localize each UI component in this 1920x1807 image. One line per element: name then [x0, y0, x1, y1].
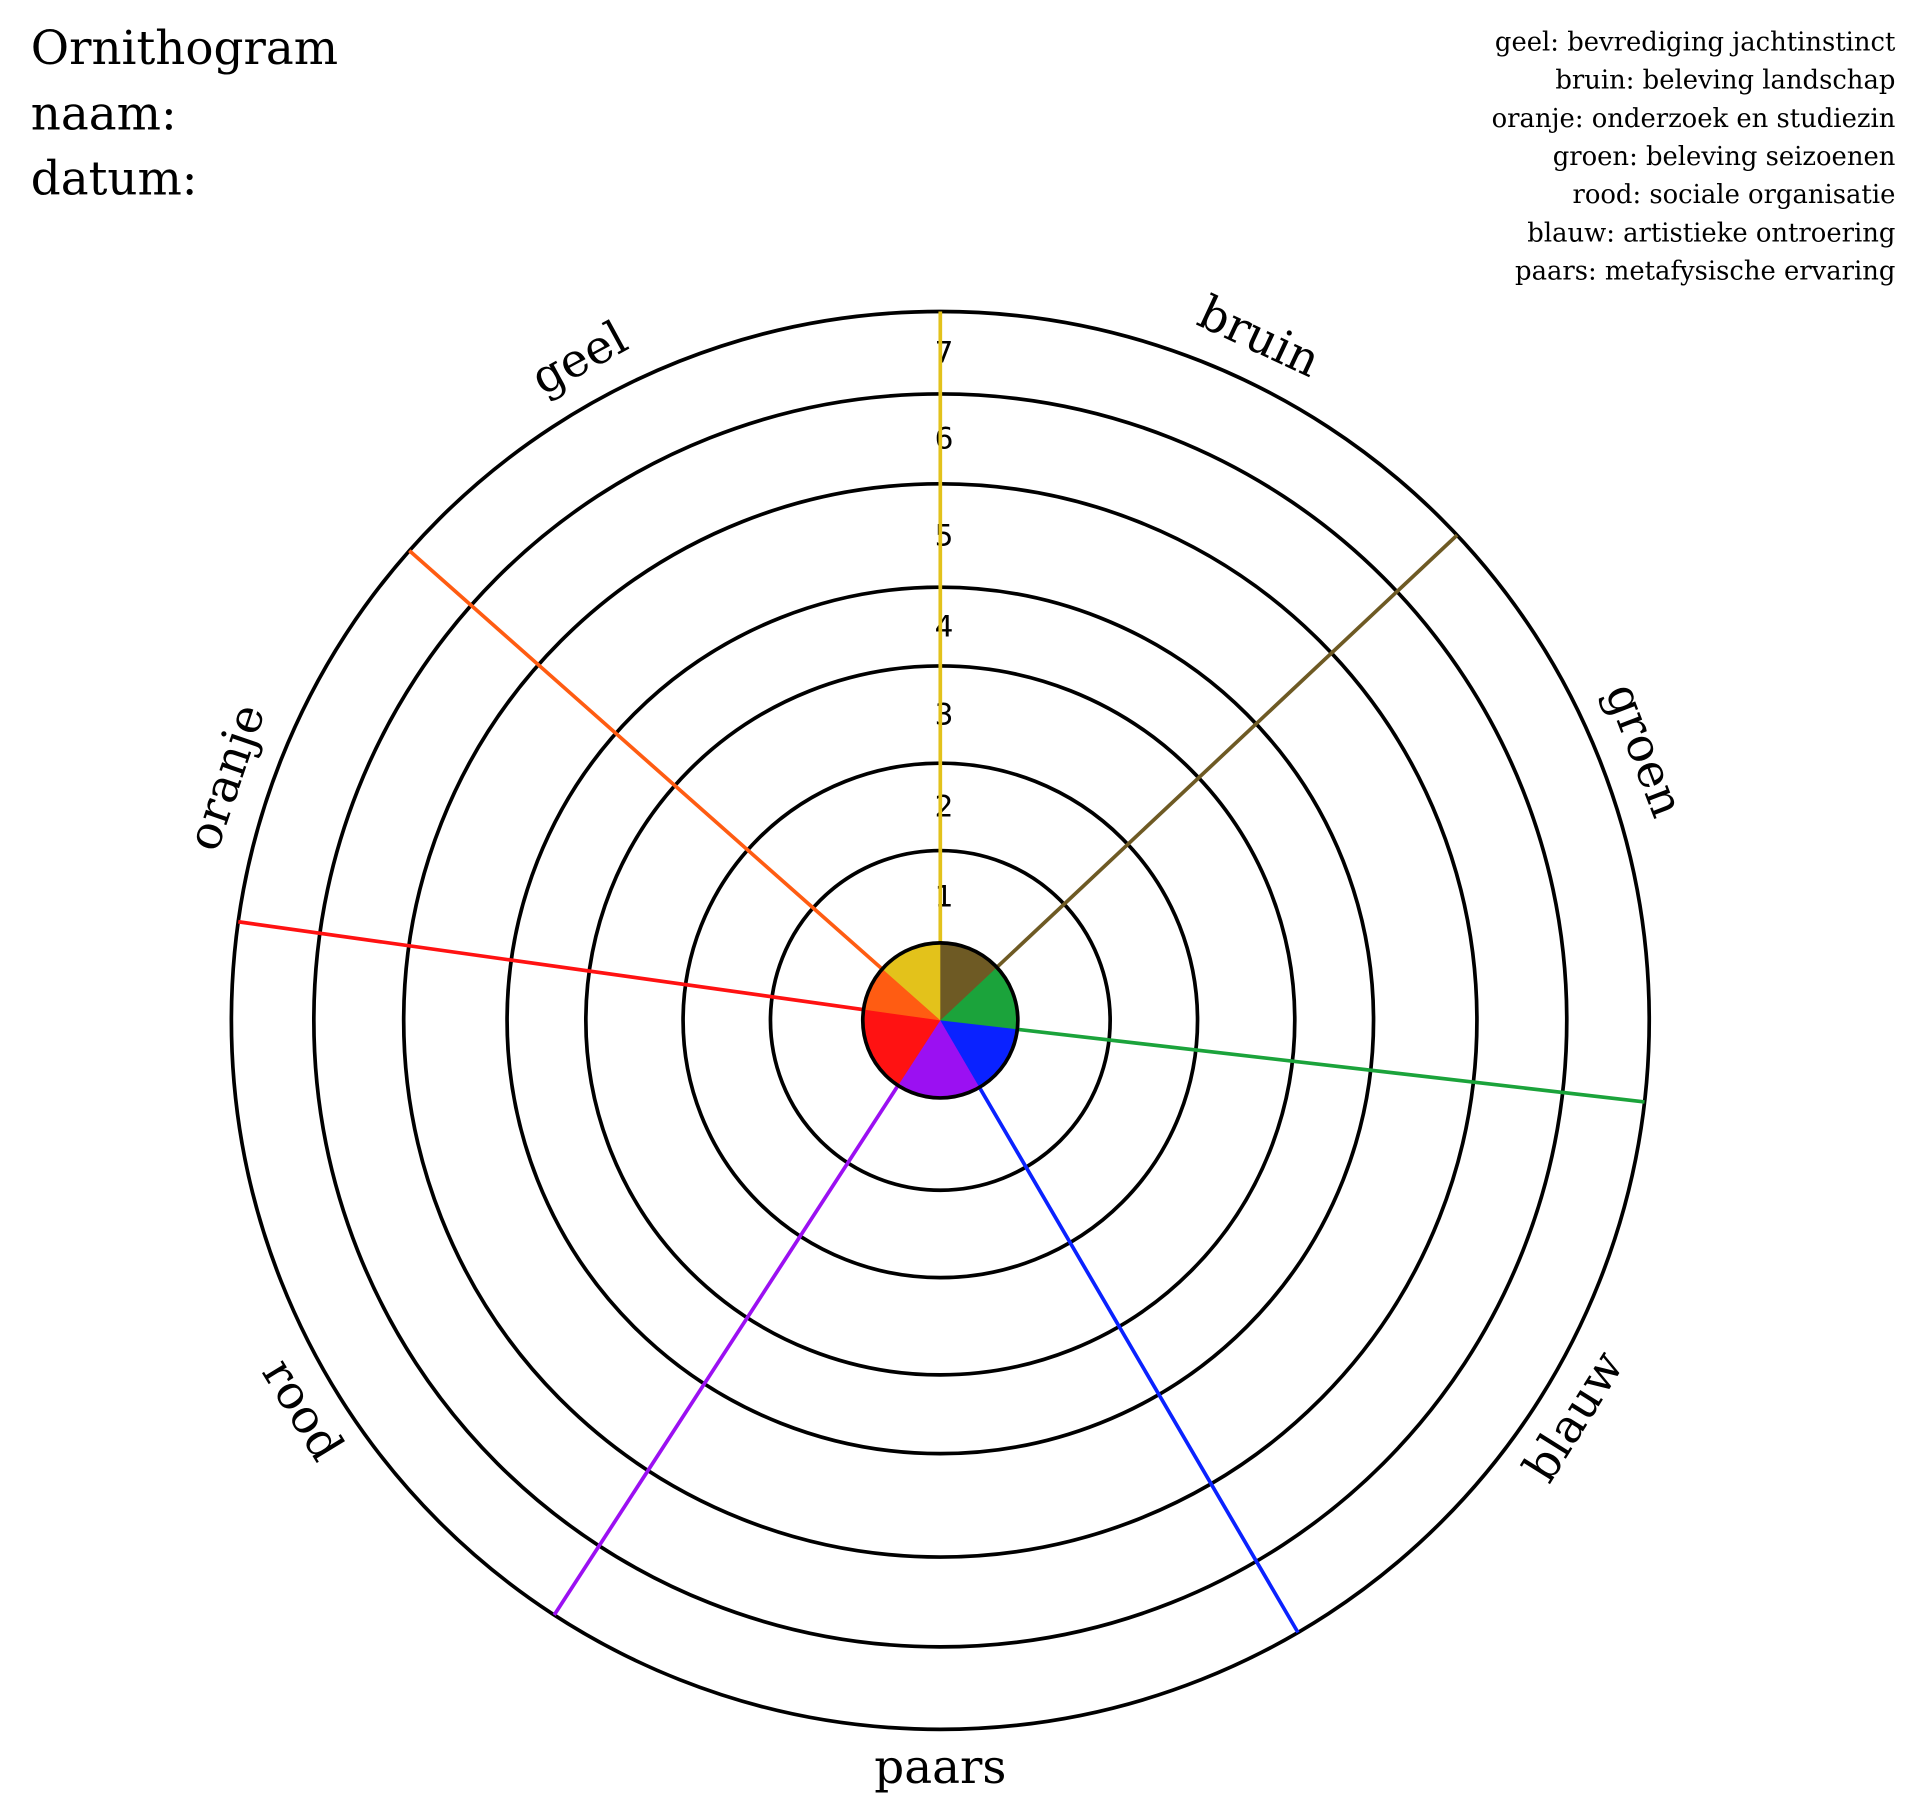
- axis-label: blauw: [1514, 1342, 1636, 1492]
- legend-item: geel: bevrediging jachtinstinct: [1495, 28, 1896, 58]
- legend-item: bruin: beleving landschap: [1555, 66, 1895, 96]
- title: Ornithogram: [31, 22, 338, 76]
- center-circle: [860, 941, 1020, 1100]
- field-label: datum:: [31, 153, 198, 207]
- center-wedge: [862, 1009, 941, 1086]
- spoke: [940, 1018, 1645, 1104]
- ring-number: 2: [935, 790, 954, 824]
- ring-number: 1: [935, 880, 954, 914]
- ring-number: 5: [935, 518, 954, 552]
- legend-item: paars: metafysische ervaring: [1515, 256, 1895, 286]
- spoke: [238, 919, 941, 1023]
- axis-label: oranje: [177, 698, 277, 858]
- spoke: [938, 1019, 1300, 1634]
- ring-number: 4: [935, 609, 954, 643]
- ring-number: 3: [935, 697, 954, 731]
- center-wedge: [898, 1020, 980, 1098]
- axis-label: bruin: [1190, 286, 1328, 389]
- spoke: [939, 533, 1459, 1022]
- center-wedge: [940, 942, 997, 1021]
- legend: geel: bevrediging jachtinstinct bruin: be…: [1492, 28, 1896, 287]
- field-label: naam:: [31, 87, 177, 141]
- ring-number: 6: [935, 422, 954, 456]
- legend-item: blauw: artistieke ontroering: [1527, 218, 1895, 248]
- spokes: [238, 311, 1645, 1634]
- legend-item: oranje: onderzoek en studiezin: [1492, 104, 1896, 134]
- center-wedge: [882, 942, 941, 1021]
- axis-label: rood: [251, 1350, 354, 1471]
- axis-label: paars: [874, 1741, 1006, 1795]
- legend-item: rood: sociale organisatie: [1572, 180, 1895, 210]
- spoke: [408, 549, 942, 1022]
- spoke: [552, 1019, 942, 1616]
- legend-item: groen: beleving seizoenen: [1553, 142, 1896, 172]
- axis-label: groen: [1594, 676, 1694, 824]
- axis-label: geel: [523, 311, 637, 406]
- center-wedge: [940, 967, 1018, 1030]
- center-wedge: [863, 969, 941, 1021]
- ring-number: 7: [935, 336, 954, 370]
